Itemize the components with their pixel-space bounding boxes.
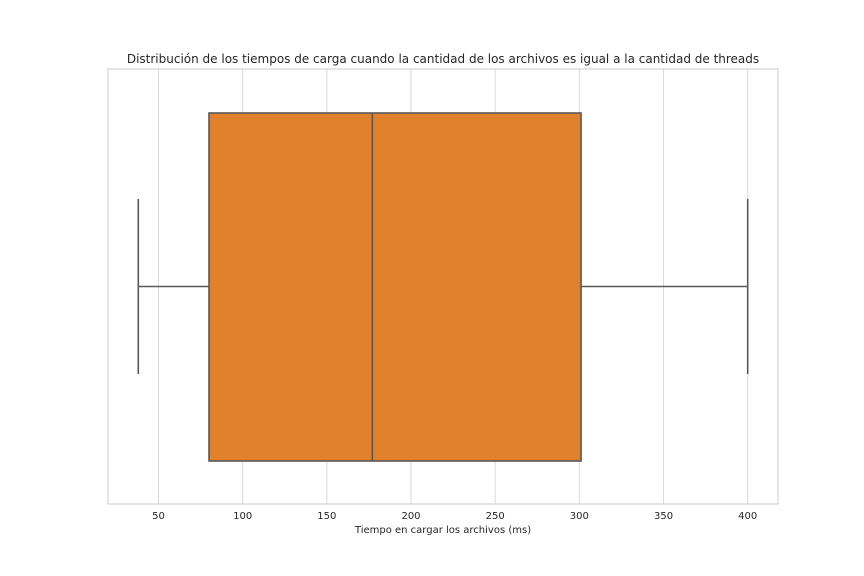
x-tick-label: 250 (486, 511, 505, 522)
x-tick-label: 50 (152, 511, 165, 522)
plot-frame (107, 68, 779, 505)
x-tick-label: 400 (738, 511, 757, 522)
chart-title: Distribución de los tiempos de carga cua… (127, 52, 759, 66)
x-axis-label: Tiempo en cargar los archivos (ms) (354, 525, 531, 536)
interquartile-box (208, 112, 582, 462)
x-tick-label: 350 (654, 511, 673, 522)
x-tick-label: 150 (317, 511, 336, 522)
x-tick-label: 100 (233, 511, 252, 522)
x-tick-label: 300 (570, 511, 589, 522)
box-group (137, 112, 749, 462)
x-axis-ticks: 50 100 150 200 250 300 350 400 (152, 511, 757, 522)
x-tick-label: 200 (401, 511, 420, 522)
